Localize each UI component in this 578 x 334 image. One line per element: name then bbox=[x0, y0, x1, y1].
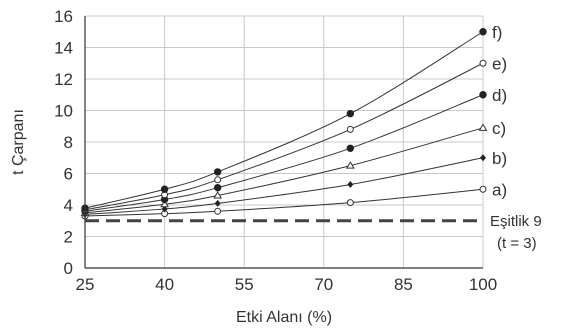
y-tick-label: 6 bbox=[64, 165, 73, 184]
x-axis-title: Etki Alanı (%) bbox=[236, 309, 332, 326]
series-label: d) bbox=[492, 86, 507, 105]
data-point bbox=[213, 183, 222, 192]
data-point bbox=[479, 59, 487, 67]
series-b bbox=[82, 154, 486, 218]
data-point bbox=[213, 191, 223, 199]
data-point bbox=[346, 125, 354, 133]
x-tick-label: 70 bbox=[314, 275, 333, 294]
tick-labels: 0 2 4 6 8 10 12 14 16 25 40 55 70 85 100 bbox=[54, 7, 497, 294]
y-tick-label: 8 bbox=[64, 133, 73, 152]
series-label: f) bbox=[492, 23, 502, 42]
data-point bbox=[480, 154, 486, 162]
series-e bbox=[81, 59, 487, 214]
data-point bbox=[214, 199, 221, 207]
y-axis-title: t Çarpanı bbox=[10, 109, 27, 175]
series-d bbox=[81, 91, 487, 216]
y-tick-label: 10 bbox=[54, 102, 73, 121]
series-labels: a) b) c) d) e) f) bbox=[492, 23, 507, 200]
data-point bbox=[478, 123, 488, 131]
x-tick-label: 100 bbox=[469, 275, 497, 294]
series-label: a) bbox=[492, 180, 507, 199]
series-line bbox=[84, 127, 484, 214]
x-tick-label: 40 bbox=[155, 275, 174, 294]
reference-line-group: Eşitlik 9 (t = 3) bbox=[85, 213, 542, 252]
x-tick-label: 85 bbox=[394, 275, 413, 294]
data-point bbox=[479, 91, 487, 99]
grid bbox=[84, 15, 484, 269]
y-tick-label: 2 bbox=[64, 228, 73, 247]
data-point bbox=[346, 109, 355, 118]
reference-label-sub: (t = 3) bbox=[497, 235, 537, 252]
y-tick-label: 14 bbox=[54, 39, 73, 58]
reference-label: Eşitlik 9 bbox=[490, 213, 542, 230]
series-group bbox=[80, 28, 488, 220]
series-f bbox=[81, 28, 487, 212]
data-point bbox=[214, 176, 222, 184]
y-tick-label: 12 bbox=[54, 70, 73, 89]
data-point bbox=[479, 185, 487, 193]
data-point bbox=[345, 161, 355, 169]
data-point bbox=[213, 168, 222, 176]
data-point bbox=[347, 181, 354, 189]
x-tick-label: 55 bbox=[235, 275, 254, 294]
series-line bbox=[84, 94, 484, 212]
y-tick-label: 4 bbox=[64, 196, 73, 215]
series-label: e) bbox=[492, 54, 507, 73]
series-line bbox=[84, 188, 484, 217]
y-tick-label: 0 bbox=[64, 259, 73, 278]
series-line bbox=[84, 62, 484, 211]
data-point bbox=[214, 207, 222, 215]
data-point bbox=[160, 199, 169, 208]
data-point bbox=[346, 144, 355, 153]
series-label: b) bbox=[492, 149, 507, 168]
data-point bbox=[479, 28, 487, 36]
series-label: c) bbox=[492, 119, 506, 138]
series-line bbox=[84, 157, 484, 215]
x-tick-label: 25 bbox=[76, 275, 95, 294]
y-tick-label: 16 bbox=[54, 7, 73, 26]
axes bbox=[84, 16, 483, 269]
data-point bbox=[160, 185, 169, 193]
series-line bbox=[84, 31, 484, 209]
data-point bbox=[346, 199, 354, 207]
